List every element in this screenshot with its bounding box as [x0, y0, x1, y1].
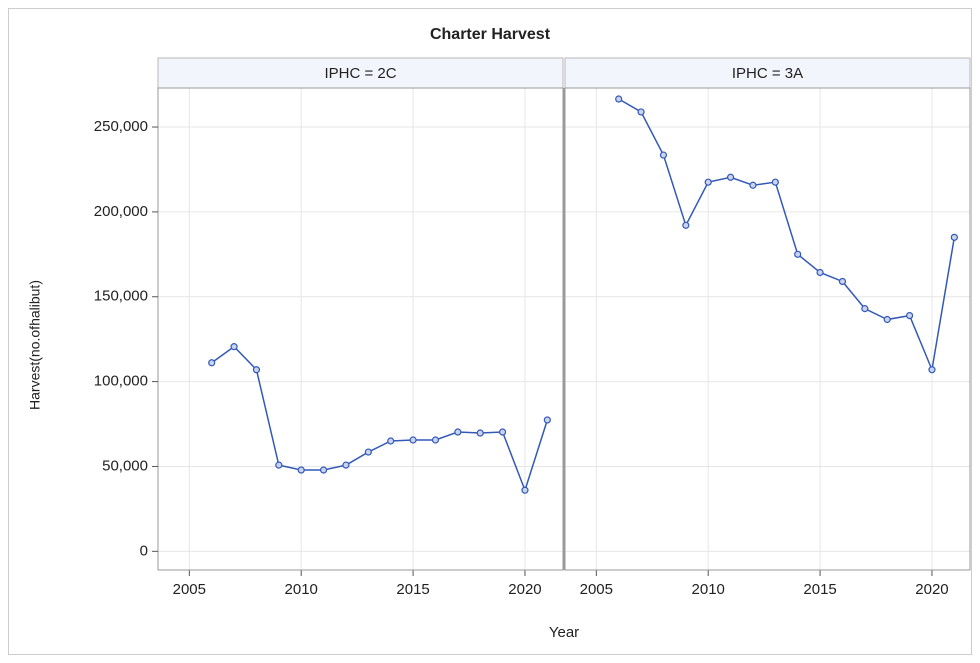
point [659, 151, 668, 159]
point [637, 108, 645, 116]
x-tick-label: 2015 [396, 581, 429, 598]
point [771, 178, 779, 186]
x-tick-label: 2015 [803, 581, 836, 598]
x-tick-label: 2005 [173, 581, 206, 598]
point [409, 436, 417, 444]
point [275, 461, 283, 469]
point [861, 305, 869, 313]
point [883, 315, 891, 324]
y-tick-label: 250,000 [94, 118, 148, 135]
point [342, 461, 350, 469]
point [615, 95, 623, 103]
point [543, 416, 551, 424]
point [387, 437, 395, 445]
point [726, 173, 735, 181]
point [364, 448, 372, 456]
panel-label: IPHC = 2C [324, 65, 396, 82]
y-tick-label: 50,000 [102, 457, 148, 474]
x-tick-label: 2010 [692, 581, 725, 598]
panel-header [564, 57, 971, 89]
point [704, 178, 712, 186]
outer-frame [8, 8, 972, 655]
x-tick-label: 2020 [915, 581, 948, 598]
point [905, 311, 914, 320]
point [252, 366, 261, 374]
y-tick-label: 150,000 [94, 288, 148, 305]
point [476, 429, 484, 437]
chart-title: Charter Harvest [430, 26, 551, 43]
point [521, 486, 529, 494]
point [928, 366, 936, 374]
y-tick-label: 100,000 [94, 373, 148, 390]
series-line [618, 98, 956, 373]
y-axis-label: Harvest(no.ofhalibut) [27, 280, 43, 410]
y-tick-label: 0 [140, 542, 148, 559]
point [950, 233, 958, 241]
point [319, 466, 328, 474]
point [749, 181, 757, 189]
x-tick-label: 2020 [508, 581, 541, 598]
series-line [211, 345, 549, 493]
point [208, 359, 216, 367]
y-tick-label: 200,000 [94, 203, 148, 220]
x-tick-label: 2005 [580, 581, 613, 598]
point [230, 343, 238, 351]
point [838, 277, 847, 286]
panel-header [157, 57, 564, 89]
point [682, 221, 690, 229]
point [454, 428, 462, 436]
x-axis-label: Year [549, 624, 579, 641]
point [498, 428, 507, 436]
panel-label: IPHC = 3A [732, 65, 803, 82]
x-tick-label: 2010 [285, 581, 318, 598]
point [794, 250, 802, 258]
point [816, 268, 824, 277]
point [431, 436, 440, 444]
point [297, 466, 305, 474]
